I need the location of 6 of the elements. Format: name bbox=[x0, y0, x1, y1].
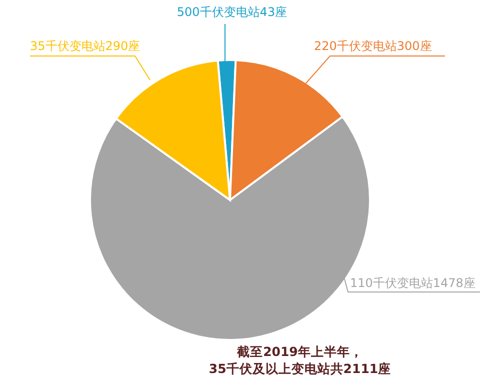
slice-label: 35千伏变电站290座 bbox=[30, 39, 140, 53]
slice-label: 500千伏变电站43座 bbox=[176, 5, 288, 19]
slice-label: 110千伏变电站1478座 bbox=[350, 276, 476, 290]
text: 截至2019年上半年， bbox=[236, 344, 363, 359]
text: 35千伏及以上变电站共2111座 bbox=[208, 361, 392, 376]
slice-label: 220千伏变电站300座 bbox=[314, 39, 432, 53]
